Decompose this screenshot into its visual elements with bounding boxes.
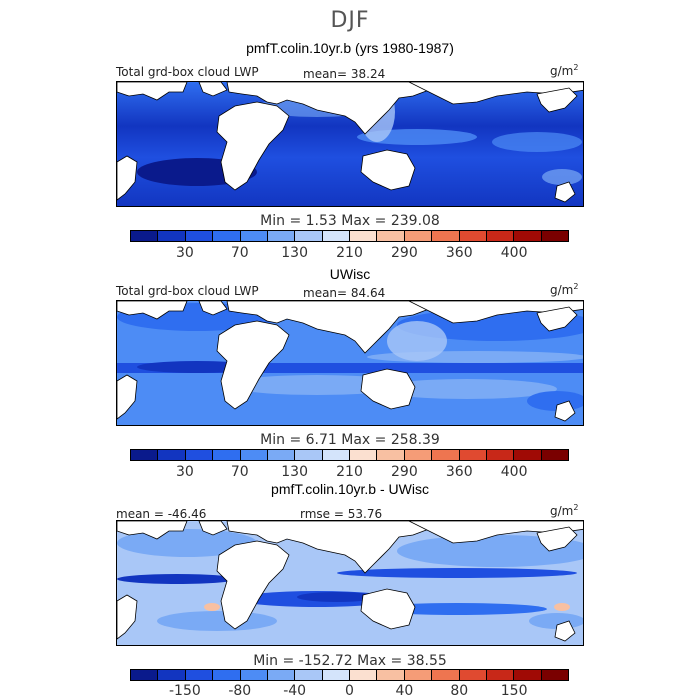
colorbar-swatch — [295, 670, 323, 680]
panel-3-minmax: Min = -152.72 Max = 38.55 — [253, 653, 447, 669]
panel-3-rmse-label: rmse = 53.76 — [300, 507, 383, 521]
colorbar-tick-label: 290 — [391, 464, 418, 480]
colorbar-tick-label: 400 — [500, 464, 528, 480]
panel-2-map-svg — [117, 301, 583, 425]
panel-2-left-label: Total grd-box cloud LWP — [116, 284, 259, 298]
colorbar-swatch — [267, 450, 296, 460]
colorbar-tick-label: 150 — [500, 683, 528, 699]
colorbar-tick-label: 0 — [345, 683, 354, 699]
colorbar-tick-label: 400 — [500, 245, 528, 261]
colorbar-swatch — [350, 231, 378, 241]
panel-3-colorbar-ticks: -150 -80 -40 0 40 80 150 — [130, 683, 569, 699]
colorbar-swatch — [377, 231, 405, 241]
panel-2-units: g/m2 — [550, 282, 579, 297]
colorbar-swatch — [514, 231, 542, 241]
colorbar-swatch — [541, 670, 568, 680]
colorbar-swatch — [486, 231, 515, 241]
colorbar-swatch — [158, 670, 186, 680]
colorbar-swatch — [185, 231, 214, 241]
colorbar-swatch — [267, 231, 296, 241]
colorbar-swatch — [459, 670, 487, 680]
colorbar-tick-label: 70 — [230, 464, 249, 480]
colorbar-swatch — [377, 670, 405, 680]
colorbar-swatch — [158, 231, 186, 241]
panel-3-mean-label: mean = -46.46 — [116, 507, 207, 521]
colorbar-swatch — [541, 450, 568, 460]
colorbar-tick-label: 30 — [175, 245, 194, 261]
colorbar-swatch — [131, 450, 159, 460]
colorbar-swatch — [377, 450, 405, 460]
colorbar-swatch — [514, 670, 542, 680]
colorbar-swatch — [213, 670, 241, 680]
colorbar-tick-label: 80 — [450, 683, 469, 699]
colorbar-swatch — [295, 450, 323, 460]
colorbar-tick-label: 210 — [336, 464, 363, 480]
colorbar-swatch — [459, 450, 487, 460]
colorbar-tick-label: 130 — [281, 245, 308, 261]
colorbar-swatch — [322, 450, 350, 460]
panel-3-heading: pmfT.colin.10yr.b - UWisc — [271, 481, 429, 497]
colorbar-swatch — [350, 670, 378, 680]
colorbar-tick-label: -80 — [228, 683, 252, 699]
colorbar-swatch — [459, 231, 487, 241]
colorbar-swatch — [514, 450, 542, 460]
colorbar-swatch — [486, 450, 515, 460]
panel-1-units: g/m2 — [550, 63, 579, 78]
colorbar-swatch — [213, 231, 241, 241]
panel-1-heading: pmfT.colin.10yr.b (yrs 1980-1987) — [246, 40, 454, 56]
colorbar-swatch — [158, 450, 186, 460]
panel-1-colorbar-ticks: 30 70 130 210 290 360 400 — [130, 245, 569, 261]
colorbar-tick-label: 70 — [230, 245, 249, 261]
colorbar-tick-label: -150 — [168, 683, 201, 699]
colorbar-swatch — [267, 670, 296, 680]
panel-3-colorbar — [130, 669, 569, 681]
colorbar-swatch — [185, 670, 214, 680]
panel-3-map — [116, 520, 584, 646]
panel-2-map — [116, 300, 584, 426]
panel-2-minmax: Min = 6.71 Max = 258.39 — [260, 432, 440, 448]
colorbar-swatch — [541, 231, 568, 241]
colorbar-tick-label: 130 — [281, 464, 308, 480]
panel-1-left-label: Total grd-box cloud LWP — [116, 65, 259, 79]
colorbar-swatch — [350, 450, 378, 460]
colorbar-swatch — [432, 231, 460, 241]
panel-2-colorbar — [130, 449, 569, 461]
panel-2-colorbar-ticks: 30 70 130 210 290 360 400 — [130, 464, 569, 480]
colorbar-swatch — [432, 450, 460, 460]
season-title: DJF — [330, 8, 370, 33]
colorbar-swatch — [295, 231, 323, 241]
colorbar-swatch — [131, 231, 159, 241]
colorbar-swatch — [322, 231, 350, 241]
colorbar-tick-label: 290 — [391, 245, 418, 261]
colorbar-swatch — [404, 450, 433, 460]
panel-1-map — [116, 81, 584, 207]
colorbar-tick-label: 40 — [395, 683, 414, 699]
colorbar-swatch — [404, 231, 433, 241]
panel-3-map-svg — [117, 521, 583, 645]
panel-2-heading: UWisc — [329, 266, 371, 282]
colorbar-tick-label: 360 — [445, 245, 473, 261]
panel-1-mean-label: mean= 38.24 — [303, 67, 386, 81]
colorbar-swatch — [131, 670, 159, 680]
colorbar-swatch — [213, 450, 241, 460]
panel-1-colorbar — [130, 230, 569, 242]
colorbar-tick-label: 30 — [175, 464, 194, 480]
panel-2-mean-label: mean= 84.64 — [303, 286, 386, 300]
colorbar-swatch — [240, 670, 268, 680]
colorbar-swatch — [404, 670, 433, 680]
colorbar-swatch — [240, 450, 268, 460]
colorbar-tick-label: 210 — [336, 245, 363, 261]
colorbar-swatch — [432, 670, 460, 680]
colorbar-swatch — [185, 450, 214, 460]
panel-3-units: g/m2 — [550, 503, 579, 518]
panel-1-map-svg — [117, 82, 583, 206]
colorbar-swatch — [322, 670, 350, 680]
colorbar-swatch — [240, 231, 268, 241]
colorbar-tick-label: 360 — [445, 464, 473, 480]
colorbar-tick-label: -40 — [283, 683, 307, 699]
colorbar-swatch — [486, 670, 515, 680]
panel-1-minmax: Min = 1.53 Max = 239.08 — [260, 213, 440, 229]
